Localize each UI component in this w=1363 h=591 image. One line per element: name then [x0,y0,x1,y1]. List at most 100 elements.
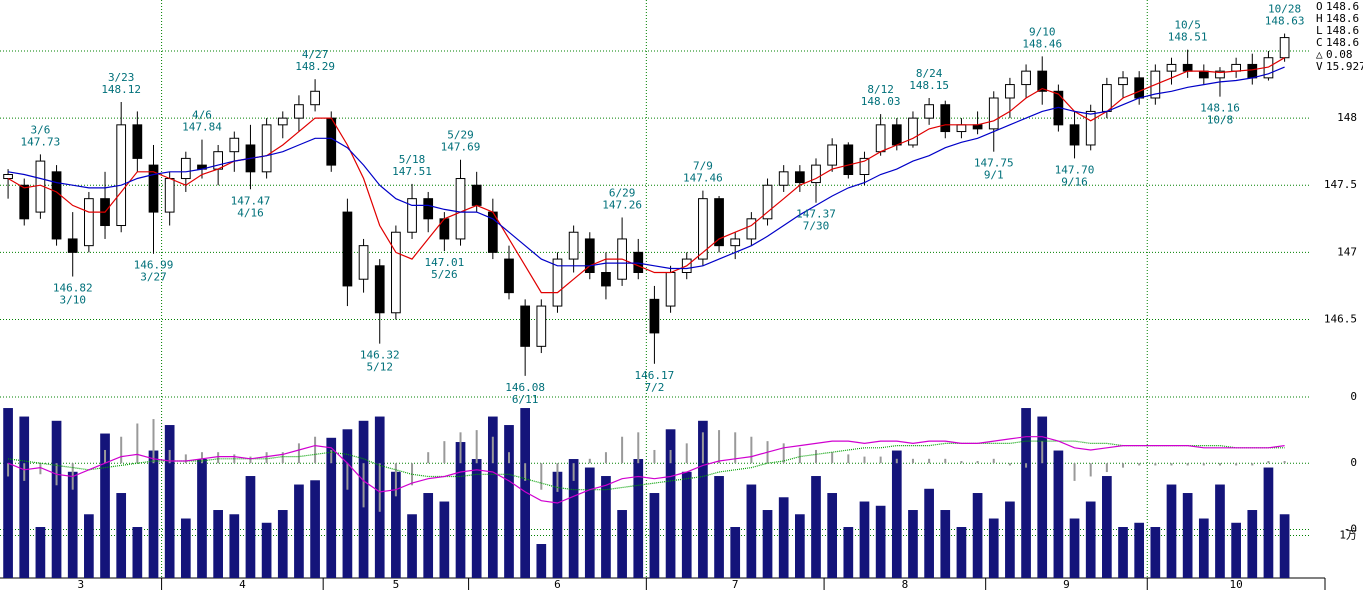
volume-bar [100,433,110,578]
annotation-value: 147.01 [424,256,464,269]
annotation-date: 10/28 [1268,3,1301,16]
volume-bar [1102,476,1112,578]
candle-body [536,305,547,347]
volume-bar [116,493,127,578]
annotation-value: 146.32 [360,349,400,362]
volume-bar [391,471,401,578]
candle-body [1166,63,1177,72]
candle-body [1005,84,1015,99]
volume-bar [568,459,579,578]
candle-body [116,124,127,227]
annotation-value: 147.46 [683,172,723,185]
volume-bar [698,420,708,578]
annotation-date: 10/8 [1207,114,1234,127]
volume-bar [310,480,320,578]
candle-body [294,104,304,119]
candle-body [633,251,644,274]
candle-body [940,104,951,133]
volume-bar [601,476,611,578]
x-tick-label: 4 [239,578,246,591]
candle-body [471,184,482,206]
volume-bar [1247,510,1258,578]
volume-bar [164,425,175,578]
candle-body [778,171,789,186]
volume-bar [633,459,644,578]
annotation-value: 148.15 [909,79,949,92]
candle-body [132,124,143,159]
annotation-date: 5/26 [431,268,458,281]
candle-body [3,174,13,180]
candle-body [811,164,821,184]
x-tick-label: 7 [732,578,739,591]
annotation-date: 3/27 [140,271,167,284]
annotation-value: 148.12 [101,83,141,96]
volume-bar [956,527,967,578]
candle-body [261,124,272,173]
volume-bar [843,527,854,578]
candle-body [843,144,854,176]
volume-bar [875,505,886,578]
candle-body [520,305,531,347]
candle-body [714,198,724,247]
moving-average [7,57,1285,294]
volume-bar [891,450,902,578]
candle-body [504,258,514,294]
volume-bar [940,510,951,578]
candle-body [972,124,983,130]
annotation-date: 9/1 [984,169,1004,182]
candle-body [891,124,902,146]
candle-body [730,238,741,247]
candle-body [1037,70,1048,92]
x-tick-label: 9 [1063,578,1070,591]
annotation-value: 146.17 [635,369,675,382]
annotation-date: 9/16 [1061,175,1088,188]
candle-body [1069,124,1080,146]
x-tick-label: 8 [902,578,909,591]
candle-body [310,90,320,106]
candle-body [665,272,676,307]
info-value: 0.08 [1326,48,1353,61]
x-tick-label: 3 [77,578,84,591]
x-tick-label: 6 [554,578,561,591]
volume-bar [584,467,595,578]
y-tick-label: 0 [1350,390,1357,403]
y-tick-label: 0 [1350,456,1357,469]
volume-bar [972,493,983,578]
volume-bar [1021,408,1031,578]
volume-bar [326,437,337,578]
volume-bar [1166,484,1177,578]
volume-bar [197,459,207,578]
candle-body [859,157,870,176]
annotation-value: 147.75 [974,157,1014,170]
candle-body [148,164,159,213]
volume-bar [795,514,805,578]
info-value: 148.6 [1326,36,1359,49]
y-tick-label: 147.5 [1324,178,1357,191]
volume-bar [35,527,46,578]
volume-bar [1069,518,1080,578]
signal-line [8,440,1285,491]
candle-body [1101,84,1112,112]
annotation-date: 3/6 [30,123,50,136]
volume-bar [471,459,482,578]
candle-body [1085,110,1096,146]
volume-bar [649,493,660,578]
candle-body [1247,63,1258,79]
x-tick-label: 10 [1230,578,1243,591]
info-value: 15.927 [1326,60,1363,73]
annotation-value: 147.84 [182,121,222,134]
volume-bar [148,450,159,578]
candle-body [794,171,805,184]
volume-bar [536,544,547,578]
annotation-date: 5/12 [366,361,393,374]
annotation-date: 3/23 [108,71,135,84]
volume-bar [1053,450,1064,578]
volume-bar [132,527,143,578]
candle-body [455,178,466,240]
volume-bar [19,416,30,578]
candle-body [1118,77,1128,86]
volume-bar [1263,467,1274,578]
volume-bar [665,429,676,578]
candle-body [1198,70,1209,79]
